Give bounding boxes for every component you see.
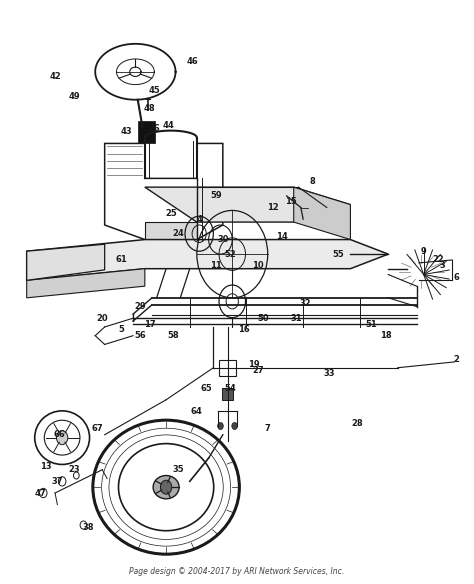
Text: 12: 12 (266, 203, 278, 212)
Circle shape (218, 422, 223, 429)
Ellipse shape (153, 475, 179, 499)
Text: 5: 5 (118, 325, 124, 335)
Text: 28: 28 (352, 419, 364, 427)
Text: 33: 33 (323, 369, 335, 378)
Text: 45: 45 (148, 86, 160, 96)
Polygon shape (294, 187, 350, 239)
Text: 22: 22 (432, 255, 444, 265)
Text: 35: 35 (172, 465, 184, 474)
Text: 67: 67 (92, 425, 103, 433)
Text: 38: 38 (82, 523, 94, 533)
Text: 18: 18 (380, 331, 392, 340)
Bar (138, 121, 155, 144)
Text: 19: 19 (248, 360, 259, 369)
Text: 51: 51 (366, 319, 378, 329)
Text: 25: 25 (165, 209, 177, 218)
Text: 15: 15 (285, 197, 297, 206)
Text: 56: 56 (134, 331, 146, 340)
Text: 32: 32 (300, 299, 311, 308)
Circle shape (160, 480, 172, 494)
Text: 3: 3 (440, 261, 446, 270)
Text: 42: 42 (49, 72, 61, 81)
Text: 65: 65 (201, 384, 212, 392)
Text: 37: 37 (52, 477, 63, 486)
Text: 29: 29 (134, 302, 146, 311)
Bar (219, 360, 236, 377)
Polygon shape (145, 187, 350, 222)
Text: 8: 8 (310, 177, 316, 186)
Text: 20: 20 (97, 314, 108, 323)
Text: 31: 31 (290, 314, 302, 323)
Text: 6: 6 (454, 273, 460, 282)
Text: 49: 49 (68, 92, 80, 102)
Text: 17: 17 (144, 319, 155, 329)
Text: 9: 9 (421, 246, 427, 256)
Text: 23: 23 (68, 465, 80, 474)
Text: 11: 11 (210, 261, 222, 270)
Text: 46: 46 (186, 57, 198, 67)
Text: 47: 47 (35, 488, 46, 498)
Text: 44: 44 (163, 121, 174, 130)
Text: 13: 13 (40, 463, 51, 471)
Text: 27: 27 (253, 366, 264, 375)
Text: 50: 50 (257, 314, 269, 323)
Text: 43: 43 (120, 127, 132, 136)
Text: 58: 58 (167, 331, 179, 340)
Bar (222, 388, 233, 400)
Text: 66: 66 (54, 430, 65, 439)
Polygon shape (27, 239, 388, 280)
Text: 48: 48 (144, 104, 155, 113)
Text: 54: 54 (224, 384, 236, 392)
Polygon shape (27, 244, 105, 280)
Polygon shape (27, 269, 145, 298)
Text: 16: 16 (238, 325, 250, 335)
Text: 64: 64 (191, 407, 203, 416)
Text: 26: 26 (148, 124, 160, 133)
Circle shape (56, 430, 68, 444)
Text: 61: 61 (115, 255, 127, 265)
Text: 24: 24 (172, 230, 184, 238)
Text: 7: 7 (265, 425, 271, 433)
Polygon shape (145, 222, 197, 239)
Text: 55: 55 (333, 249, 345, 259)
Text: 59: 59 (210, 192, 221, 200)
Text: Page design © 2004-2017 by ARI Network Services, Inc.: Page design © 2004-2017 by ARI Network S… (129, 567, 345, 576)
Circle shape (232, 422, 237, 429)
Text: 2: 2 (454, 354, 460, 363)
Text: 14: 14 (276, 232, 288, 241)
Text: 52: 52 (224, 249, 236, 259)
Text: 30: 30 (217, 235, 228, 244)
Text: 10: 10 (253, 261, 264, 270)
Text: 4: 4 (196, 215, 202, 224)
